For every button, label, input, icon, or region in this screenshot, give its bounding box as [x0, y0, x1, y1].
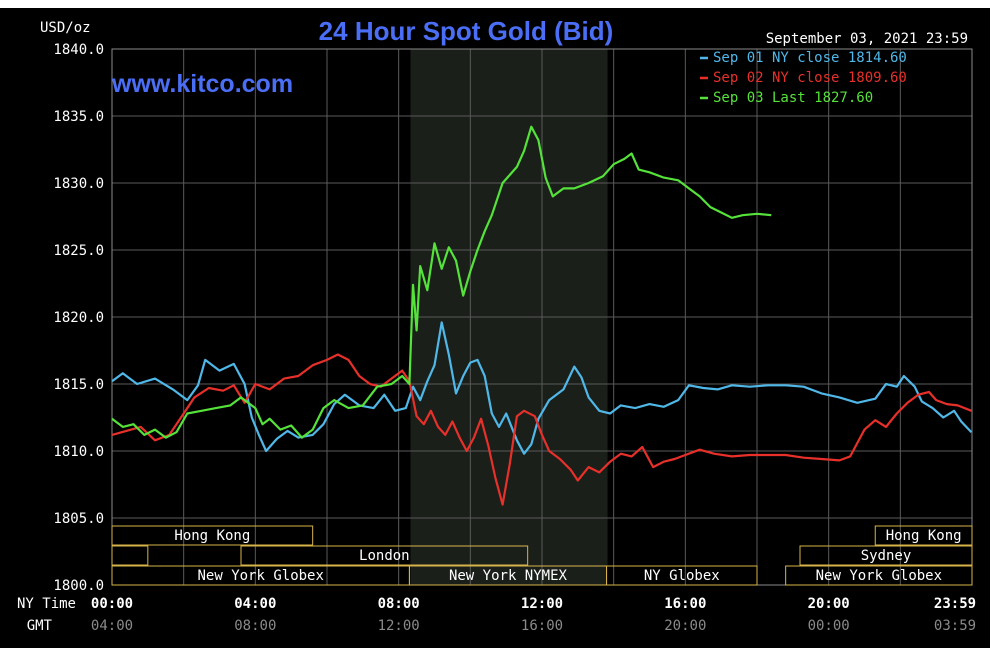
- x-axis-labels: NY Time GMT 00:00 04:00 04:00 08:00 08:00 12:00…: [17, 596, 976, 634]
- x-tick-label-ny: 04:00: [234, 596, 276, 612]
- session-label: NY Globex: [644, 568, 720, 584]
- x-tick-label-gmt: 03:59: [934, 618, 976, 634]
- x-row-label-gmt: GMT: [27, 618, 53, 634]
- session-box: [874, 525, 973, 546]
- x-tick-label-ny: 23:59: [934, 596, 976, 612]
- x-tick-label-ny: 20:00: [808, 596, 850, 612]
- x-tick-label-ny: 00:00: [91, 596, 133, 612]
- series-lines: [111, 125, 973, 506]
- legend-entry: Sep 02 NY close 1809.60: [713, 70, 907, 86]
- chart-title: 24 Hour Spot Gold (Bid): [319, 16, 614, 46]
- x-tick-label-ny: 12:00: [521, 596, 563, 612]
- session-label: New York Globex: [197, 568, 323, 584]
- session-label: New York NYMEX: [449, 568, 568, 584]
- session-label: London: [359, 548, 410, 564]
- session-box: [799, 545, 973, 566]
- session-label: Hong Kong: [174, 528, 250, 544]
- series-line: [111, 125, 772, 439]
- legend-entry: Sep 01 NY close 1814.60: [713, 50, 907, 66]
- y-tick-label: 1810.0: [53, 444, 104, 460]
- x-tick-label-gmt: 04:00: [91, 618, 133, 634]
- y-tick-label: 1800.0: [53, 578, 104, 594]
- series-line: [111, 353, 972, 506]
- session-box: [111, 525, 314, 546]
- unit-label: USD/oz: [40, 20, 91, 36]
- session-label: New York Globex: [816, 568, 942, 584]
- y-tick-label: 1835.0: [53, 109, 104, 125]
- x-tick-label-gmt: 20:00: [664, 618, 706, 634]
- x-tick-label-ny: 08:00: [378, 596, 420, 612]
- y-tick-label: 1820.0: [53, 310, 104, 326]
- x-tick-label-gmt: 12:00: [378, 618, 420, 634]
- market-sessions: Hong Kong Hong Kong London Sydney New York G…: [111, 525, 973, 586]
- y-tick-label: 1825.0: [53, 243, 104, 259]
- chart-timestamp: September 03, 2021 23:59: [766, 31, 968, 47]
- y-tick-label: 1830.0: [53, 176, 104, 192]
- x-tick-label-gmt: 08:00: [234, 618, 276, 634]
- y-tick-label: 1840.0: [53, 42, 104, 58]
- session-box: [240, 545, 529, 566]
- x-tick-label-ny: 16:00: [664, 596, 706, 612]
- session-box: [785, 565, 973, 586]
- session-label: Sydney: [861, 548, 912, 564]
- watermark-url: www.kitco.com: [111, 70, 293, 98]
- session-label: Hong Kong: [886, 528, 962, 544]
- x-tick-label-gmt: 00:00: [808, 618, 850, 634]
- session-box: [111, 545, 149, 566]
- legend: Sep 01 NY close 1814.60 Sep 02 NY close 1…: [700, 50, 907, 106]
- x-tick-label-gmt: 16:00: [521, 618, 563, 634]
- y-axis-labels: 1840.0 1835.0 1830.0 1825.0 1820.0 1815.0 1810…: [53, 42, 104, 594]
- y-tick-label: 1815.0: [53, 377, 104, 393]
- series-line: [111, 321, 973, 455]
- session-box: [606, 565, 758, 586]
- y-tick-label: 1805.0: [53, 511, 104, 527]
- x-row-label-ny: NY Time: [17, 596, 76, 612]
- legend-entry: Sep 03 Last 1827.60: [713, 90, 873, 106]
